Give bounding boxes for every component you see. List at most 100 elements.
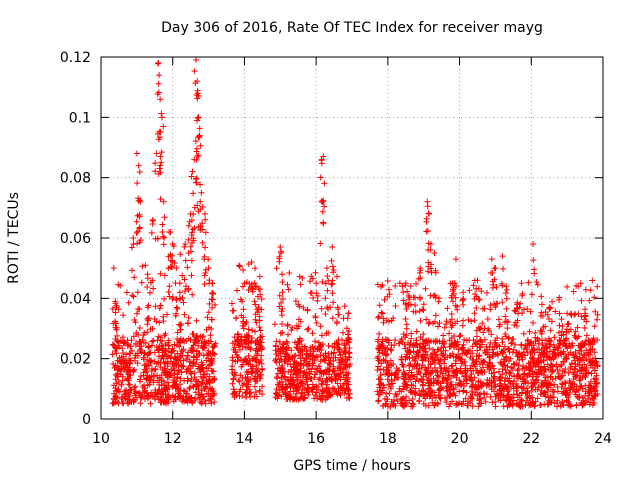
data-point	[463, 377, 470, 384]
data-point	[436, 360, 443, 367]
data-point	[453, 283, 460, 290]
data-point	[125, 391, 132, 398]
data-point	[274, 381, 281, 388]
data-point	[334, 380, 341, 387]
data-point	[539, 301, 546, 308]
data-point	[428, 261, 435, 268]
data-point	[510, 385, 517, 392]
data-point	[545, 400, 552, 407]
data-point	[551, 381, 558, 388]
data-point	[209, 304, 216, 311]
data-point	[381, 296, 388, 303]
data-point	[176, 321, 183, 328]
data-point	[592, 387, 599, 394]
data-point	[395, 340, 402, 347]
data-point	[377, 366, 384, 373]
data-point	[203, 390, 210, 397]
data-point	[582, 367, 589, 374]
data-point	[160, 241, 167, 248]
data-point	[158, 390, 165, 397]
data-point	[423, 316, 430, 323]
data-point	[504, 363, 511, 370]
data-point	[502, 375, 509, 382]
data-point	[311, 395, 318, 402]
data-point	[530, 346, 537, 353]
data-point	[176, 295, 183, 302]
data-point	[309, 360, 316, 367]
data-point	[473, 353, 480, 360]
data-point	[304, 326, 311, 333]
data-point	[259, 383, 266, 390]
data-point	[316, 367, 323, 374]
data-point	[387, 346, 394, 353]
data-point	[501, 381, 508, 388]
data-point	[134, 240, 141, 247]
data-point	[160, 198, 167, 205]
data-point	[129, 267, 136, 274]
data-point	[144, 304, 151, 311]
data-point	[148, 342, 155, 349]
data-point	[138, 349, 145, 356]
data-point	[344, 331, 351, 338]
data-point	[151, 366, 158, 373]
data-point	[110, 320, 117, 327]
data-point	[208, 386, 215, 393]
data-point	[259, 391, 266, 398]
data-point	[193, 383, 200, 390]
data-point	[300, 304, 307, 311]
data-point	[527, 308, 534, 315]
data-point	[157, 96, 164, 103]
data-point	[505, 357, 512, 364]
data-point	[247, 345, 254, 352]
data-point	[528, 291, 535, 298]
data-point	[197, 392, 204, 399]
data-point	[111, 390, 118, 397]
data-point	[259, 344, 266, 351]
data-point	[176, 343, 183, 350]
data-point	[427, 361, 434, 368]
data-point	[513, 401, 520, 408]
data-point	[435, 392, 442, 399]
data-point	[328, 281, 335, 288]
data-point	[157, 128, 164, 135]
data-point	[133, 150, 140, 157]
data-point	[153, 150, 160, 157]
data-point	[488, 256, 495, 263]
data-point	[126, 372, 133, 379]
data-point	[245, 360, 252, 367]
data-point	[243, 386, 250, 393]
data-point	[176, 289, 183, 296]
data-point	[412, 353, 419, 360]
data-point	[289, 324, 296, 331]
data-point	[112, 298, 119, 305]
data-point	[157, 153, 164, 160]
data-point	[320, 219, 327, 226]
data-point	[167, 229, 174, 236]
data-point	[126, 397, 133, 404]
data-point	[418, 353, 425, 360]
data-point	[229, 380, 236, 387]
data-point	[296, 368, 303, 375]
data-point	[430, 380, 437, 387]
data-point	[585, 396, 592, 403]
data-point	[487, 393, 494, 400]
data-point	[439, 370, 446, 377]
data-point	[335, 345, 342, 352]
data-point	[190, 354, 197, 361]
data-point	[558, 316, 565, 323]
data-point	[504, 325, 511, 332]
data-point	[582, 312, 589, 319]
data-point	[387, 403, 394, 410]
data-point	[189, 330, 196, 337]
data-point	[144, 321, 151, 328]
data-point	[189, 291, 196, 298]
data-point	[430, 358, 437, 365]
data-point	[137, 400, 144, 407]
data-point	[322, 295, 329, 302]
data-point	[577, 280, 584, 287]
data-point	[538, 379, 545, 386]
data-point	[232, 348, 239, 355]
data-point	[532, 377, 539, 384]
data-point	[194, 95, 201, 102]
data-point	[278, 308, 285, 315]
